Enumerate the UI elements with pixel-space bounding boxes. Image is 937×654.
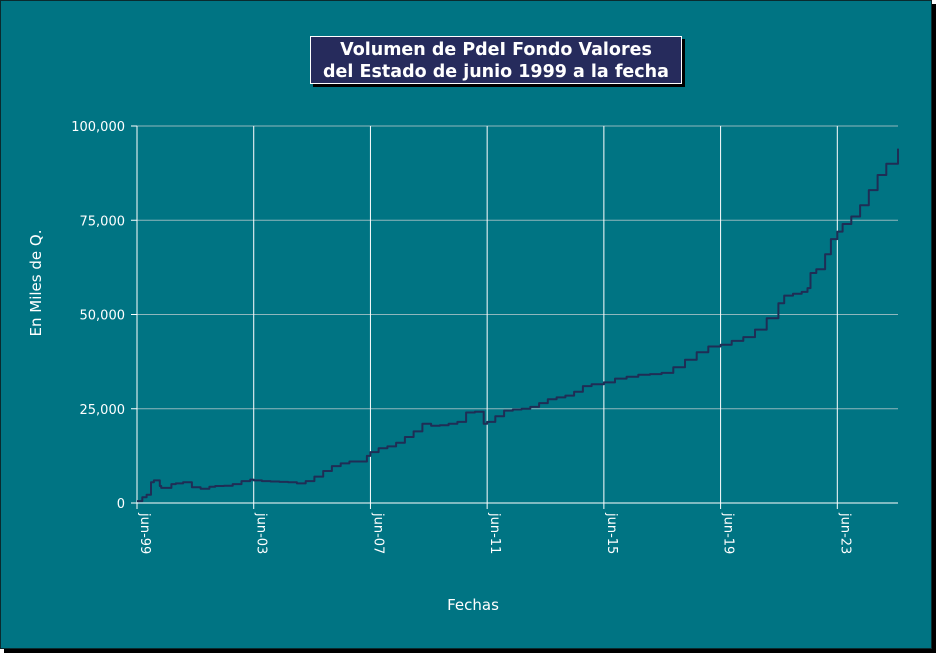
tick-labels: 0 25,000 50,000 75,000 100,000 jun-99 jun-03 ju… (71, 120, 852, 554)
x-tick-label: jun-11 (487, 512, 502, 554)
x-tick-label: jun-23 (837, 512, 852, 554)
y-tick-label: 75,000 (80, 214, 126, 229)
grid-lines (137, 125, 898, 503)
y-tick-label: 25,000 (80, 403, 126, 418)
y-tick-label: 100,000 (71, 120, 125, 135)
x-tick-label: jun-15 (604, 512, 619, 554)
x-tick-label: jun-07 (370, 512, 385, 554)
axes (131, 125, 898, 509)
y-tick-label: 0 (117, 497, 125, 512)
x-axis-label: Fechas (447, 596, 499, 614)
y-tick-label: 50,000 (80, 309, 126, 324)
series-line (137, 148, 899, 503)
series-layer (137, 148, 899, 503)
chart-title-line-1: Volumen de PdeI Fondo Valores (340, 40, 652, 60)
chart-title-line-2: del Estado de junio 1999 a la fecha (323, 62, 669, 82)
x-tick-label: jun-19 (721, 512, 736, 554)
y-axis-label: En Miles de Q. (27, 230, 45, 337)
chart-title: Volumen de PdeI Fondo Valores del Estado… (310, 36, 682, 84)
x-tick-label: jun-03 (254, 512, 269, 554)
x-tick-label: jun-99 (137, 512, 152, 554)
